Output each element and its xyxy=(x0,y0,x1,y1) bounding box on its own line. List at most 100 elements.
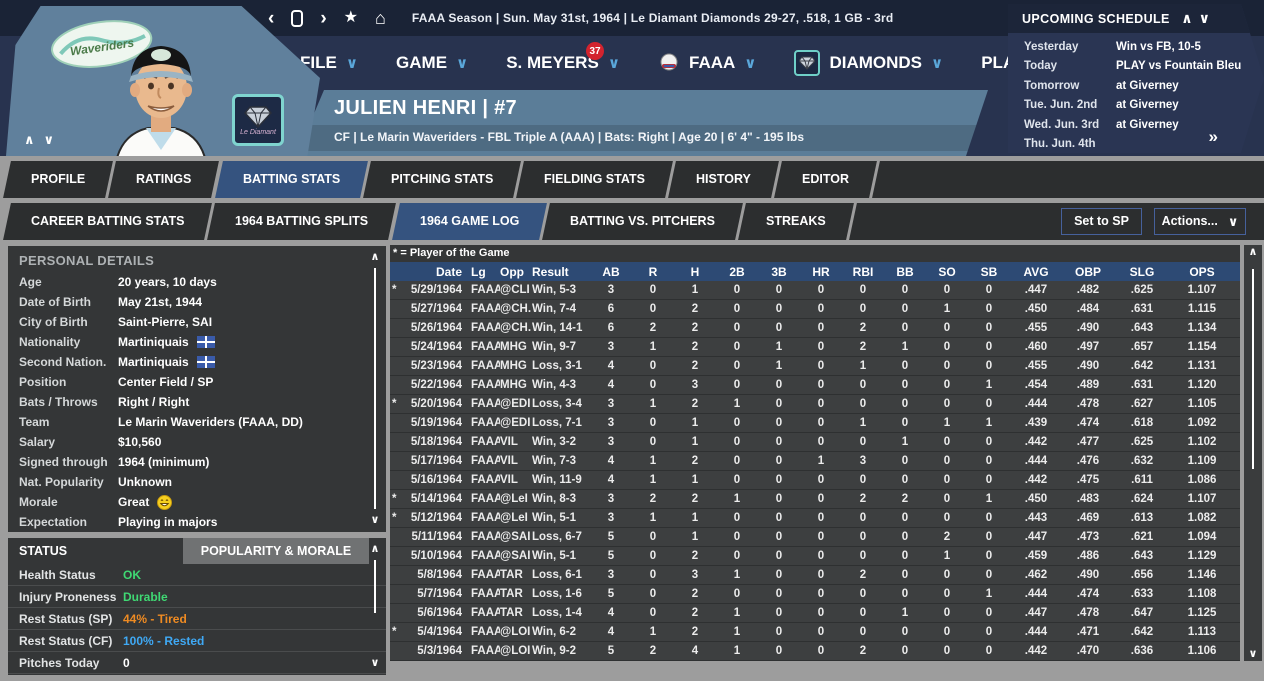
cell-rbi: 0 xyxy=(859,550,867,562)
forward-icon[interactable]: › xyxy=(320,7,327,29)
tab-status[interactable]: STATUS xyxy=(8,538,183,564)
column-header[interactable]: OPS xyxy=(1189,264,1215,279)
cell-ops: 1.105 xyxy=(1187,398,1217,410)
menu-game[interactable]: GAME ∨ xyxy=(396,53,468,73)
column-header[interactable]: 3B xyxy=(771,264,787,279)
cell-hr: 0 xyxy=(817,512,825,524)
cell-hr: 0 xyxy=(817,626,825,638)
secondary-tab[interactable]: 1964 GAME LOG xyxy=(391,203,547,240)
column-header[interactable]: SO xyxy=(938,264,956,279)
game-log-row[interactable]: 5/11/1964 FAAA @SAI Loss, 6-7 5 0 1 0 0 … xyxy=(390,528,1240,547)
primary-tab[interactable]: EDITOR xyxy=(773,161,877,198)
set-to-sp-button[interactable]: Set to SP xyxy=(1061,208,1142,235)
secondary-tab[interactable]: 1964 BATTING SPLITS xyxy=(207,203,397,240)
primary-tab[interactable]: BATTING STATS xyxy=(214,161,368,198)
game-log-row[interactable]: * 5/14/1964 FAAA @LeI Win, 8-3 3 2 2 1 0… xyxy=(390,490,1240,509)
column-header[interactable]: AB xyxy=(602,264,620,279)
column-header[interactable]: R xyxy=(648,264,658,279)
scroll-down-icon[interactable]: ∨ xyxy=(370,657,380,669)
column-header[interactable]: SLG xyxy=(1129,264,1155,279)
secondary-tab[interactable]: BATTING VS. PITCHERS xyxy=(542,203,743,240)
menu-league[interactable]: FAAA ∨ xyxy=(658,52,756,74)
status-scrollbar[interactable]: ∧ ∨ xyxy=(367,544,383,669)
scroll-down-icon[interactable]: ∨ xyxy=(370,514,380,526)
scroll-up-icon[interactable]: ∧ xyxy=(1248,246,1258,258)
game-log-scrollbar[interactable]: ∧ ∨ xyxy=(1244,245,1262,661)
schedule-rows: Yesterday Win vs FB, 10-5 Today PLAY vs … xyxy=(1008,33,1264,154)
game-log-row[interactable]: 5/27/1964 FAAA @CH. Win, 7-4 6 0 2 0 0 0… xyxy=(390,300,1240,319)
game-log-row[interactable]: * 5/12/1964 FAAA @LeI Win, 5-1 3 1 1 0 0… xyxy=(390,509,1240,528)
window-icon[interactable] xyxy=(291,9,304,27)
portrait-prev-next-icons[interactable]: ∧∨ xyxy=(24,132,64,147)
schedule-row[interactable]: Wed. Jun. 3rd at Giverney xyxy=(1008,115,1264,135)
detail-row: Date of Birth May 21st, 1944 xyxy=(8,292,386,312)
scroll-up-icon[interactable]: ∧ xyxy=(370,543,380,555)
schedule-row[interactable]: Tue. Jun. 2nd at Giverney xyxy=(1008,96,1264,116)
scroll-down-icon[interactable]: ∨ xyxy=(1248,648,1258,660)
cell-2b: 0 xyxy=(733,531,741,543)
cell-avg: .442 xyxy=(1024,436,1048,448)
schedule-row[interactable]: Yesterday Win vs FB, 10-5 xyxy=(1008,37,1264,57)
column-header[interactable]: Date xyxy=(435,264,462,279)
cell-r: 0 xyxy=(649,379,657,391)
column-header[interactable]: RBI xyxy=(852,264,874,279)
schedule-row[interactable]: Today PLAY vs Fountain Bleu xyxy=(1008,57,1264,77)
favorites-star-icon[interactable]: ★ xyxy=(343,9,358,26)
scroll-track[interactable] xyxy=(374,266,376,512)
menu-manager[interactable]: S. MEYERS 37 ∨ xyxy=(506,42,620,73)
scroll-up-icon[interactable]: ∧ xyxy=(370,251,380,263)
column-header[interactable]: HR xyxy=(812,264,830,279)
game-log-row[interactable]: 5/7/1964 FAAA TAR Loss, 1-6 5 0 2 0 0 0 … xyxy=(390,585,1240,604)
status-value: 0 xyxy=(123,655,130,670)
primary-tab[interactable]: PITCHING STATS xyxy=(362,161,521,198)
schedule-row[interactable]: Thu. Jun. 4th xyxy=(1008,135,1264,154)
actions-button[interactable]: Actions... ∨ xyxy=(1154,208,1246,235)
back-icon[interactable]: ‹ xyxy=(268,7,275,29)
column-header[interactable]: OBP xyxy=(1074,264,1101,279)
cell-3b: 1 xyxy=(775,360,783,372)
game-log-row[interactable]: 5/3/1964 FAAA @LOI Win, 9-2 5 2 4 1 0 0 … xyxy=(390,642,1240,661)
game-log-row[interactable]: * 5/20/1964 FAAA @EDI Loss, 3-4 3 1 2 1 … xyxy=(390,395,1240,414)
game-log-row[interactable]: 5/6/1964 FAAA TAR Loss, 1-4 4 0 2 1 0 0 … xyxy=(390,604,1240,623)
column-header[interactable]: H xyxy=(690,264,700,279)
column-header[interactable]: AVG xyxy=(1023,264,1049,279)
column-header[interactable]: Result xyxy=(532,264,569,279)
cell-lg: FAAA xyxy=(471,474,500,486)
scroll-track[interactable] xyxy=(1252,261,1254,645)
game-log-row[interactable]: * 5/4/1964 FAAA @LOI Win, 6-2 4 1 2 1 0 … xyxy=(390,623,1240,642)
game-log-row[interactable]: 5/18/1964 FAAA VIL Win, 3-2 3 0 1 0 0 0 … xyxy=(390,433,1240,452)
game-log-row[interactable]: 5/19/1964 FAAA @EDI Loss, 7-1 3 0 1 0 0 … xyxy=(390,414,1240,433)
game-log-row[interactable]: 5/23/1964 FAAA MHG Loss, 3-1 4 0 2 0 1 0… xyxy=(390,357,1240,376)
primary-tab[interactable]: HISTORY xyxy=(668,161,779,198)
game-log-row[interactable]: 5/16/1964 FAAA VIL Win, 11-9 4 1 1 0 0 0… xyxy=(390,471,1240,490)
primary-tab[interactable]: PROFILE xyxy=(3,161,114,198)
game-log-row[interactable]: 5/17/1964 FAAA VIL Win, 7-3 4 1 2 0 0 1 … xyxy=(390,452,1240,471)
schedule-row[interactable]: Tomorrow at Giverney xyxy=(1008,76,1264,96)
game-log-row[interactable]: * 5/29/1964 FAAA @CLI Win, 5-3 3 0 1 0 0… xyxy=(390,281,1240,300)
primary-tab[interactable]: RATINGS xyxy=(108,161,220,198)
column-header[interactable]: SB xyxy=(980,264,998,279)
game-log-row[interactable]: 5/26/1964 FAAA @CH. Win, 14-1 6 2 2 0 0 … xyxy=(390,319,1240,338)
menu-team[interactable]: DIAMONDS ∨ xyxy=(794,50,943,76)
cell-2b: 0 xyxy=(733,379,741,391)
schedule-more-icon[interactable]: » xyxy=(1208,127,1218,146)
secondary-tab[interactable]: STREAKS xyxy=(737,203,854,240)
menu-file[interactable]: FILE ∨ xyxy=(300,53,358,73)
home-icon[interactable]: ⌂ xyxy=(375,8,386,28)
cell-3b: 0 xyxy=(775,550,783,562)
game-log-row[interactable]: 5/8/1964 FAAA TAR Loss, 6-1 3 0 3 1 0 0 … xyxy=(390,566,1240,585)
personal-details-scrollbar[interactable]: ∧ ∨ xyxy=(367,252,383,526)
schedule-scroll-icons[interactable]: ∧∨ xyxy=(1181,10,1216,26)
column-header[interactable]: Lg xyxy=(471,264,486,279)
game-log-row[interactable]: 5/24/1964 FAAA MHG Win, 9-7 3 1 2 0 1 0 … xyxy=(390,338,1240,357)
secondary-tab[interactable]: CAREER BATTING STATS xyxy=(3,203,213,240)
cell-sb: 0 xyxy=(985,645,993,657)
scroll-track[interactable] xyxy=(374,558,376,655)
column-header[interactable]: 2B xyxy=(729,264,745,279)
primary-tab[interactable]: FIELDING STATS xyxy=(516,161,673,198)
column-header[interactable]: Opp xyxy=(500,264,524,279)
game-log-row[interactable]: 5/22/1964 FAAA MHG Win, 4-3 4 0 3 0 0 0 … xyxy=(390,376,1240,395)
game-log-row[interactable]: 5/10/1964 FAAA @SAI Win, 5-1 5 0 2 0 0 0… xyxy=(390,547,1240,566)
tab-popularity-morale[interactable]: POPULARITY & MORALE xyxy=(183,538,369,564)
column-header[interactable]: BB xyxy=(896,264,914,279)
